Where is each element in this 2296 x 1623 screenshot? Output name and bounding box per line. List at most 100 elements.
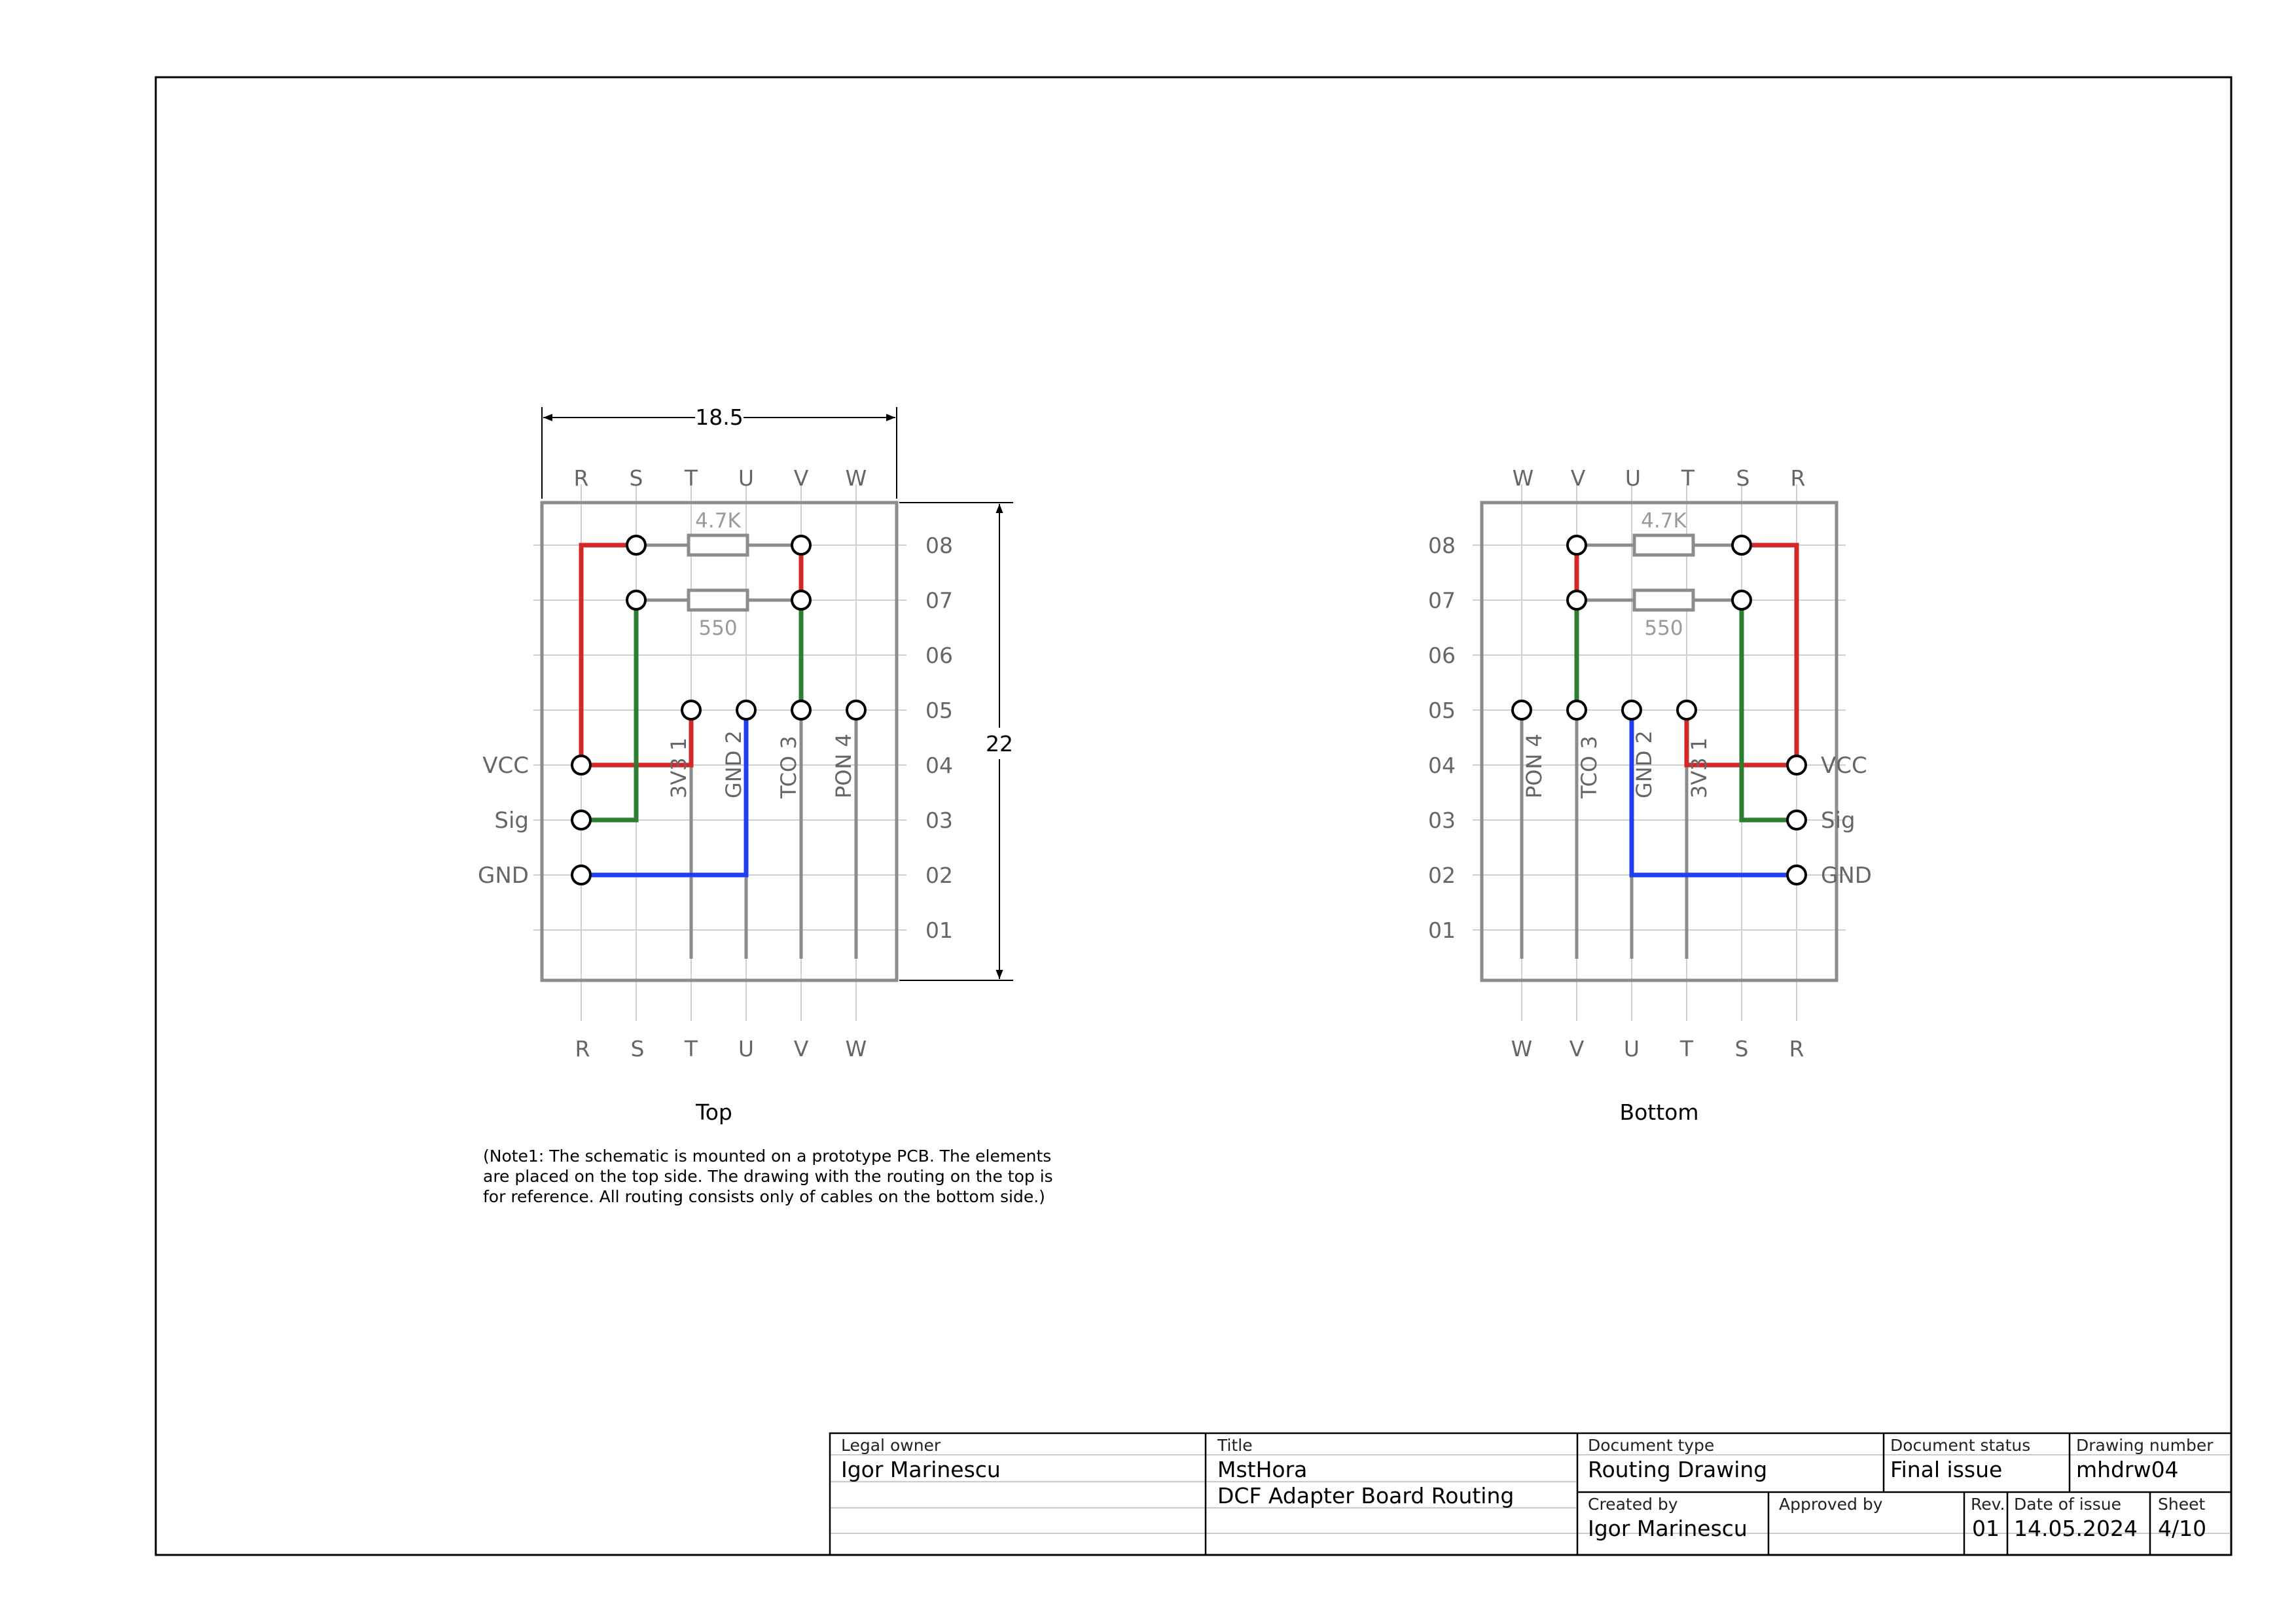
bottom-col-label: S — [1736, 465, 1750, 491]
top-view: 18.5 22 R S T U V W R S T U V W 08 07 06… — [478, 404, 1013, 1125]
top-sig-label: Sig — [494, 808, 529, 834]
note: (Note1: The schematic is mounted on a pr… — [483, 1147, 1053, 1206]
top-signal-trace — [581, 600, 804, 823]
top-col-label-lower: W — [846, 1036, 867, 1061]
bottom-col-label-lower: T — [1679, 1036, 1694, 1061]
bottom-col-label: V — [1571, 465, 1586, 491]
top-col-label: U — [738, 465, 754, 491]
bottom-sig-label: Sig — [1821, 808, 1856, 834]
legal-owner-value: Igor Marinescu — [841, 1457, 1001, 1482]
bottom-row-label: 07 — [1428, 588, 1456, 613]
bottom-col-label-lower: V — [1570, 1036, 1585, 1061]
created-by-value: Igor Marinescu — [1588, 1516, 1748, 1541]
top-pin-label-3v3: 3V3 1 — [666, 738, 691, 798]
bottom-pin-label-gnd: GND 2 — [1632, 730, 1657, 798]
title-block-faint-lines — [830, 1454, 2231, 1534]
top-gnd-trace — [581, 710, 749, 878]
bottom-resistor-550-label: 550 — [1644, 616, 1683, 640]
bottom-row-label: 02 — [1428, 863, 1456, 888]
bottom-row-label: 03 — [1428, 808, 1456, 833]
top-col-label: T — [684, 465, 698, 491]
top-col-label: V — [794, 465, 809, 491]
bottom-col-label-lower: R — [1789, 1036, 1804, 1061]
note-line: are placed on the top side. The drawing … — [483, 1167, 1053, 1186]
rev-value: 01 — [1972, 1516, 2000, 1541]
bottom-col-label: U — [1625, 465, 1641, 491]
top-width-dimension: 18.5 — [695, 404, 743, 430]
bottom-row-label: 04 — [1428, 753, 1456, 778]
top-row-label: 04 — [925, 753, 953, 778]
top-view-caption: Top — [695, 1099, 732, 1125]
drawing-frame — [154, 76, 2233, 1556]
top-board-outline — [540, 501, 899, 982]
document-status-label: Document status — [1890, 1436, 2030, 1455]
top-row-label: 03 — [925, 808, 953, 833]
bottom-gnd-label: GND — [1821, 863, 1872, 889]
top-row-label: 02 — [925, 863, 953, 888]
title-line2: DCF Adapter Board Routing — [1217, 1483, 1514, 1508]
bottom-pads — [1511, 535, 1807, 885]
bottom-resistor-4k7-label: 4.7K — [1641, 509, 1687, 533]
top-col-label: R — [574, 465, 589, 491]
rev-label: Rev. — [1971, 1495, 2005, 1514]
sheet-value: 4/10 — [2158, 1516, 2206, 1541]
top-pin-label-gnd: GND 2 — [721, 730, 746, 798]
bottom-col-label: R — [1791, 465, 1806, 491]
bottom-pin-label-3v3: 3V3 1 — [1687, 738, 1712, 798]
date-value: 14.05.2024 — [2014, 1516, 2138, 1541]
top-resistor-550-label: 550 — [698, 616, 737, 640]
top-col-label-lower: T — [684, 1036, 698, 1061]
approved-by-label: Approved by — [1779, 1495, 1883, 1514]
created-by-label: Created by — [1588, 1495, 1678, 1514]
legal-owner-label: Legal owner — [841, 1436, 941, 1455]
top-col-label: W — [846, 465, 867, 491]
document-status-value: Final issue — [1890, 1457, 2002, 1482]
bottom-gnd-trace — [1629, 710, 1797, 878]
date-label: Date of issue — [2014, 1495, 2121, 1514]
bottom-view-caption: Bottom — [1619, 1099, 1698, 1125]
title-block: Legal owner Igor Marinescu Title MstHora… — [829, 1432, 2233, 1556]
top-row-label: 05 — [925, 698, 953, 723]
top-col-label: S — [630, 465, 643, 491]
document-type-value: Routing Drawing — [1588, 1457, 1767, 1482]
bottom-pin-label-pon: PON 4 — [1522, 734, 1547, 798]
top-dimensions — [541, 407, 1013, 981]
title-line1: MstHora — [1217, 1457, 1307, 1482]
title-block-lines — [829, 1432, 2233, 1556]
bottom-col-label-lower: W — [1511, 1036, 1533, 1061]
top-col-label-lower: R — [575, 1036, 590, 1061]
bottom-col-label-lower: U — [1624, 1036, 1640, 1061]
bottom-resistors — [1577, 533, 1742, 612]
top-pin-label-tco: TCO 3 — [776, 736, 801, 799]
bottom-row-label: 01 — [1428, 918, 1456, 943]
document-type-label: Document type — [1588, 1436, 1714, 1455]
drawing-number-value: mhdrw04 — [2076, 1457, 2179, 1482]
bottom-pin-label-tco: TCO 3 — [1577, 736, 1602, 799]
top-height-dimension: 22 — [986, 731, 1013, 757]
bottom-view: W V U T S R W V U T S R 08 07 06 05 04 0… — [1428, 465, 1872, 1125]
note-line: for reference. All routing consists only… — [483, 1187, 1045, 1206]
drawing-number-label: Drawing number — [2076, 1436, 2214, 1455]
top-vcc-label: VCC — [482, 753, 529, 779]
bottom-col-label: T — [1681, 465, 1695, 491]
bottom-col-label-lower: S — [1735, 1036, 1749, 1061]
bottom-vcc-label: VCC — [1821, 753, 1867, 779]
note-line: (Note1: The schematic is mounted on a pr… — [483, 1147, 1051, 1166]
top-resistors — [636, 533, 801, 612]
bottom-row-label: 06 — [1428, 643, 1456, 668]
top-gnd-label: GND — [478, 863, 529, 889]
bottom-col-label: W — [1513, 465, 1534, 491]
bottom-board-outline — [1480, 501, 1839, 982]
bottom-row-label: 05 — [1428, 698, 1456, 723]
bottom-row-label: 08 — [1428, 533, 1456, 558]
title-label: Title — [1217, 1436, 1253, 1455]
top-col-label-lower: U — [738, 1036, 754, 1061]
top-col-label-lower: V — [794, 1036, 809, 1061]
bottom-signal-trace — [1574, 600, 1797, 823]
top-row-label: 08 — [925, 533, 953, 558]
top-row-label: 07 — [925, 588, 953, 613]
top-resistor-4k7-label: 4.7K — [695, 509, 741, 533]
top-row-label: 01 — [925, 918, 953, 943]
top-col-label-lower: S — [631, 1036, 645, 1061]
